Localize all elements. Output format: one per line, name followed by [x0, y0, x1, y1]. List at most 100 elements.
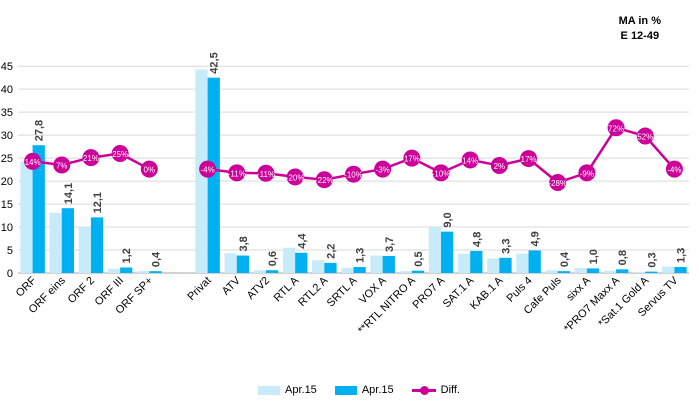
bar-prev: [428, 227, 442, 273]
bar-curr: [499, 257, 512, 273]
x-axis-label: Privat: [185, 275, 213, 303]
bar-prev: [603, 270, 617, 273]
bar-value-label: 9,0: [442, 212, 454, 227]
y-tick-label: 0: [7, 268, 13, 280]
y-tick-label: 30: [1, 130, 13, 142]
legend-item-curr: Apr.15: [334, 384, 394, 396]
bar-curr: [236, 255, 250, 273]
diff-point: [24, 152, 42, 170]
diff-point: [257, 164, 275, 182]
bar-curr: [616, 269, 629, 273]
bar-prev: [107, 268, 121, 273]
diff-point-label: 0%: [144, 166, 156, 175]
diff-point: [665, 160, 683, 178]
bar-prev: [516, 253, 529, 273]
bar-value-label: 1,0: [588, 249, 600, 264]
bar-value-label: 3,8: [238, 236, 250, 251]
diff-point-label: 52%: [637, 133, 653, 142]
diff-point-label: -11%: [257, 170, 275, 179]
bar-curr: [90, 217, 104, 273]
bar-curr: [32, 145, 45, 273]
bar-prev: [487, 258, 500, 273]
x-axis-label: ORF 2: [66, 275, 97, 306]
bar-value-label: 14,1: [63, 183, 75, 204]
legend-swatch-curr: [334, 385, 357, 395]
diff-point: [374, 160, 392, 178]
diff-point-label: -10%: [344, 171, 363, 180]
diff-point-label: -3%: [376, 166, 390, 175]
bar-curr: [324, 262, 337, 273]
diff-point: [607, 119, 625, 137]
diff-point-label: -28%: [548, 179, 567, 188]
diff-point: [578, 164, 596, 182]
diff-point-label: 14%: [25, 158, 41, 167]
y-axis-ticks: 0 5 10 15 20 25 30 35 40 45: [1, 61, 13, 280]
chart-note: MA in % E 12-49: [619, 14, 661, 44]
diff-point-label: -20%: [286, 173, 305, 182]
bar-prev: [312, 260, 325, 273]
bar-curr: [441, 231, 454, 273]
bar-prev: [574, 267, 587, 273]
bar-curr: [645, 271, 658, 273]
bar-curr: [470, 250, 483, 273]
bar-prev: [457, 253, 471, 273]
bar-value-label: 4,9: [530, 231, 542, 246]
x-axis-label: ATV: [220, 274, 244, 298]
x-axis-label: SRTL A: [325, 274, 360, 309]
diff-point: [490, 156, 508, 174]
diff-point-label: 21%: [83, 154, 99, 163]
legend: Apr.15 Apr.15 Diff.: [258, 384, 478, 396]
bar-prev: [341, 267, 354, 273]
bar-value-label: 0,8: [617, 250, 629, 265]
bar-prev: [253, 270, 266, 273]
bar-prev: [370, 255, 383, 273]
diff-point-label: -11%: [228, 169, 246, 178]
bar-value-label: 1,2: [121, 248, 133, 263]
diff-point: [53, 156, 71, 174]
bar-curr: [382, 255, 395, 273]
bar-prev: [20, 161, 33, 273]
diff-point-label: 7%: [56, 162, 68, 171]
bar-value-label: 0,4: [150, 251, 162, 267]
bar-value-label: 3,3: [500, 239, 512, 254]
legend-swatch-prev: [258, 385, 280, 395]
y-tick-label: 5: [7, 245, 13, 257]
diff-point: [520, 150, 538, 168]
bar-value-label: 4,4: [296, 233, 308, 249]
bar-value-label: 27,8: [34, 120, 46, 141]
bar-prev: [282, 247, 296, 273]
bar-prev: [662, 266, 675, 273]
bar-value-label: 0,3: [646, 252, 658, 267]
diff-point-label: 14%: [462, 156, 478, 165]
bar-curr: [295, 252, 308, 273]
x-axis-label: ORF: [14, 274, 39, 299]
bar-curr: [120, 267, 133, 273]
legend-item-prev: Apr.15: [258, 384, 317, 396]
diff-point-label: 25%: [112, 150, 128, 159]
diff-point: [111, 145, 129, 163]
bar-curr: [557, 271, 570, 273]
bar-value-label: 1,3: [355, 248, 367, 263]
legend-item-diff: Diff.: [411, 384, 460, 396]
y-tick-label: 35: [1, 107, 13, 119]
diff-line: 14% 7% 21% 25% 0% -4% -11% -11% -20% -22% -10% -3% 1…: [24, 119, 683, 191]
bar-curr: [207, 77, 220, 274]
bar-curr: [674, 267, 687, 273]
diff-point-label: -4%: [201, 166, 215, 175]
diff-point: [199, 160, 217, 178]
bar-prev: [632, 272, 646, 273]
bar-curr: [528, 250, 541, 273]
bar-prev: [78, 227, 91, 273]
diff-point-label: -22%: [315, 176, 334, 185]
legend-label-prev: Apr.15: [285, 384, 317, 396]
y-tick-label: 10: [1, 222, 13, 234]
bar-prev: [49, 212, 62, 273]
bar-curr: [61, 208, 75, 273]
bar-value-label: 0,4: [559, 251, 571, 267]
y-tick-label: 40: [1, 84, 13, 96]
bar-value-label: 0,5: [413, 251, 425, 266]
y-tick-label: 25: [1, 153, 13, 165]
bar-prev: [545, 270, 558, 273]
bar-prev: [399, 271, 412, 273]
x-axis-label: ATV2: [245, 275, 272, 302]
